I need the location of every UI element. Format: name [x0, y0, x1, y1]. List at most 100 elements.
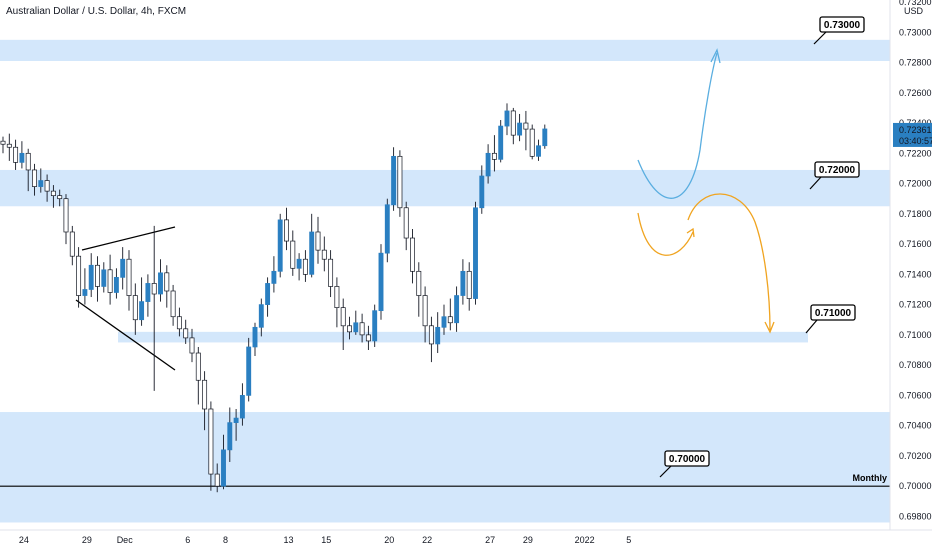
- y-axis[interactable]: 0.73000 0.72800 0.72600 0.72200 0.72000 0.718…: [889, 0, 932, 530]
- candle-body[interactable]: [120, 258, 126, 278]
- candle-body[interactable]: [504, 110, 510, 127]
- candle-body[interactable]: [113, 277, 119, 293]
- candle-body[interactable]: [107, 269, 113, 293]
- candle-body[interactable]: [447, 316, 453, 324]
- currency-label[interactable]: USD: [904, 6, 924, 16]
- candle-body[interactable]: [315, 231, 321, 251]
- candle-body[interactable]: [271, 270, 277, 284]
- candle-body[interactable]: [82, 289, 88, 296]
- candle-body[interactable]: [202, 379, 208, 410]
- candle-body[interactable]: [510, 110, 516, 136]
- candle-body[interactable]: [397, 155, 403, 209]
- candle-body[interactable]: [479, 175, 485, 209]
- candle-body[interactable]: [176, 316, 182, 330]
- candle-body[interactable]: [252, 326, 258, 348]
- candle-body[interactable]: [25, 152, 31, 171]
- x-axis[interactable]: 24 29 Dec 6 8 13 15 20 22 27 29 2022 5: [0, 529, 932, 545]
- candle-body[interactable]: [529, 128, 535, 157]
- candle-body[interactable]: [428, 325, 434, 345]
- candle-body[interactable]: [353, 322, 359, 333]
- candle-body[interactable]: [195, 352, 201, 381]
- x-tick-label: 5: [626, 535, 631, 545]
- candle-body[interactable]: [214, 473, 220, 487]
- candle-body[interactable]: [88, 264, 94, 290]
- candle-body[interactable]: [170, 290, 176, 318]
- candle-body[interactable]: [57, 195, 63, 200]
- candle-body[interactable]: [309, 231, 315, 275]
- candle-body[interactable]: [164, 272, 170, 292]
- candle-body[interactable]: [523, 122, 529, 130]
- candle-body[interactable]: [158, 272, 163, 295]
- candle-body[interactable]: [126, 258, 132, 296]
- candle-body[interactable]: [258, 304, 264, 328]
- x-tick-label: 29: [523, 535, 533, 545]
- candle-body[interactable]: [498, 125, 504, 160]
- candle-body[interactable]: [32, 169, 37, 187]
- callout-label: 0.73000: [824, 20, 861, 31]
- candle-body[interactable]: [372, 310, 378, 342]
- x-tick-label: 8: [223, 535, 228, 545]
- x-tick-label: Dec: [117, 535, 134, 545]
- candle-body[interactable]: [44, 180, 50, 192]
- candle-body[interactable]: [321, 249, 327, 260]
- candle-body[interactable]: [233, 417, 239, 423]
- candle-body[interactable]: [542, 128, 548, 147]
- orange-projection-arrow: [637, 212, 694, 256]
- candle-body[interactable]: [435, 326, 441, 345]
- candle-body[interactable]: [13, 146, 19, 163]
- candle-body[interactable]: [132, 295, 138, 321]
- candle-body[interactable]: [485, 152, 491, 177]
- candle-body[interactable]: [284, 219, 289, 242]
- candle-body[interactable]: [0, 140, 6, 145]
- candle-body[interactable]: [454, 295, 460, 324]
- candle-body[interactable]: [145, 283, 151, 302]
- callout-pointer: [809, 176, 822, 190]
- candle-body[interactable]: [95, 264, 100, 287]
- candle-body[interactable]: [340, 307, 346, 327]
- candle-body[interactable]: [63, 198, 69, 233]
- candle-body[interactable]: [50, 190, 56, 197]
- candle-body[interactable]: [391, 155, 397, 206]
- candle-body[interactable]: [221, 449, 226, 487]
- candle-body[interactable]: [151, 283, 157, 295]
- candle-body[interactable]: [38, 180, 44, 187]
- candle-body[interactable]: [365, 334, 371, 342]
- candle-body[interactable]: [183, 328, 189, 339]
- candle-body[interactable]: [290, 240, 296, 269]
- candle-body[interactable]: [19, 152, 25, 163]
- callout-box: [810, 304, 856, 321]
- x-tick-label: 24: [19, 535, 29, 545]
- candle-body[interactable]: [410, 237, 415, 272]
- candle-body[interactable]: [416, 270, 422, 296]
- candle-body[interactable]: [189, 337, 195, 354]
- candle-body[interactable]: [302, 258, 308, 275]
- candle-body[interactable]: [422, 295, 428, 327]
- candle-body[interactable]: [246, 346, 252, 396]
- candle-body[interactable]: [296, 258, 302, 269]
- candle-body[interactable]: [139, 301, 145, 321]
- candle-body[interactable]: [227, 422, 233, 451]
- candle-body[interactable]: [347, 325, 352, 333]
- candle-body[interactable]: [403, 207, 409, 239]
- candle-body[interactable]: [384, 204, 390, 254]
- candle-body[interactable]: [334, 286, 340, 308]
- candle-body[interactable]: [536, 145, 541, 157]
- candle-body[interactable]: [378, 252, 384, 312]
- candle-body[interactable]: [6, 143, 12, 148]
- candle-body[interactable]: [460, 270, 466, 296]
- candle-body[interactable]: [208, 408, 214, 475]
- candle-body[interactable]: [328, 258, 334, 287]
- candle-body[interactable]: [69, 231, 75, 257]
- candle-body[interactable]: [473, 207, 478, 299]
- candle-body[interactable]: [76, 255, 82, 296]
- candle-body[interactable]: [101, 269, 107, 287]
- candle-body[interactable]: [277, 219, 283, 272]
- candle-body[interactable]: [491, 152, 497, 160]
- candle-body[interactable]: [466, 270, 472, 299]
- candle-body[interactable]: [265, 283, 271, 305]
- candle-body[interactable]: [441, 316, 447, 328]
- candle-body[interactable]: [359, 322, 365, 336]
- candle-body[interactable]: [239, 395, 245, 419]
- candle-body[interactable]: [517, 122, 523, 136]
